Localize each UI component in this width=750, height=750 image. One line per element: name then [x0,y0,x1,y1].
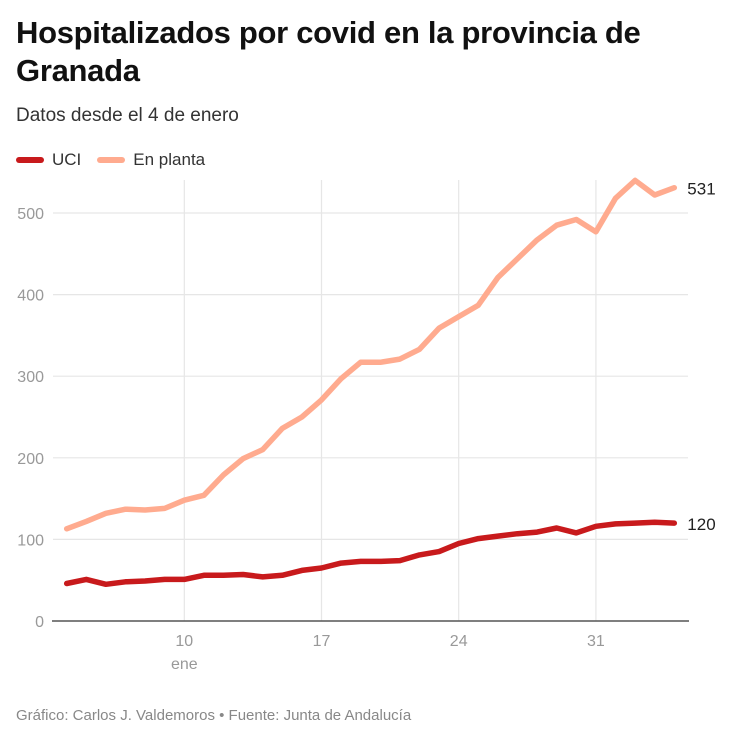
legend-swatch-en-planta [97,157,126,163]
y-tick-label: 400 [17,288,44,305]
y-tick-label: 300 [17,369,44,386]
x-tick-label: 10 [175,633,193,650]
chart-title: Hospitalizados por covid en la provincia… [16,15,641,88]
x-tick-label: 31 [587,633,605,650]
chart-subtitle: Datos desde el 4 de enero [16,105,239,126]
y-tick-label: 200 [17,451,44,468]
x-tick-label: 17 [313,633,331,650]
series-line-uci [63,519,678,588]
y-tick-label: 0 [35,614,44,631]
end-label-en-planta: 531 [687,180,715,199]
x-tick-sublabel: ene [171,656,198,673]
y-tick-label: 100 [17,532,44,549]
legend-label-uci: UCI [52,150,82,169]
legend: UCI En planta [16,150,205,170]
legend-item-uci: UCI [16,150,81,170]
legend-item-en-planta: En planta [97,150,205,170]
y-tick-label: 500 [17,206,44,223]
legend-swatch-uci [16,157,44,163]
chart-footer: Gráfico: Carlos J. Valdemoros • Fuente: … [16,707,412,724]
series-line-en-planta [63,177,678,532]
x-tick-label: 24 [450,633,468,650]
end-label-uci: 120 [687,515,715,534]
legend-label-en-planta: En planta [133,150,206,169]
